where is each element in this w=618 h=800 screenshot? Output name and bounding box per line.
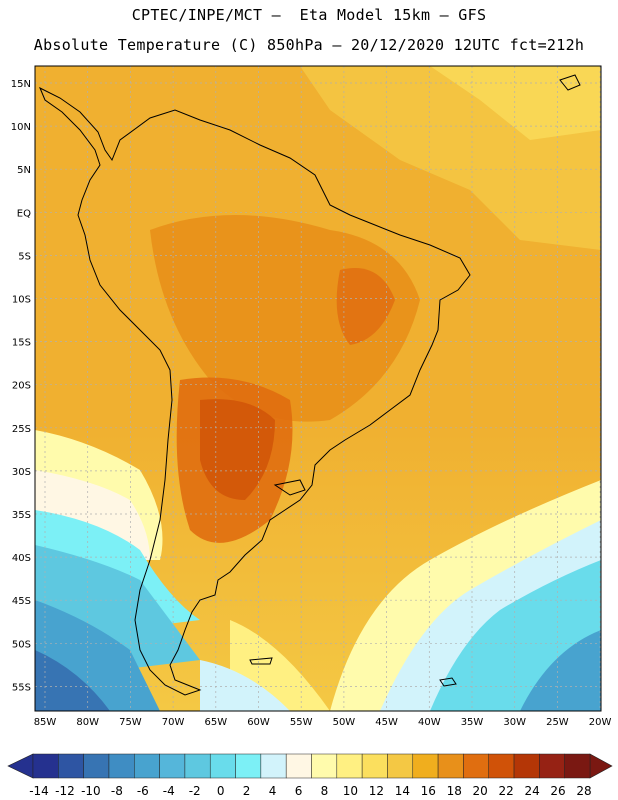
colorbar-label: 20 <box>473 784 488 798</box>
map-title-line2: Absolute Temperature (C) 850hPa – 20/12/… <box>33 36 585 54</box>
colorbar-label: -8 <box>111 784 123 798</box>
lon-tick-label: 85W <box>34 717 57 728</box>
colorbar-label: 12 <box>369 784 384 798</box>
colorbar-swatch <box>361 753 388 779</box>
colorbar-label: 10 <box>343 784 358 798</box>
colorbar-swatch <box>260 753 287 779</box>
colorbar-label: 28 <box>576 784 591 798</box>
colorbar-swatch <box>209 753 236 779</box>
colorbar-swatch <box>184 753 211 779</box>
colorbar-swatch <box>564 753 591 779</box>
continent-outline <box>39 74 581 696</box>
colorbar-swatch <box>134 753 160 779</box>
colorbar-label: 16 <box>421 784 436 798</box>
colorbar-label: 6 <box>295 784 303 798</box>
lat-tick-label: 5S <box>18 251 31 262</box>
colorbar-swatch <box>513 753 540 779</box>
colorbar-label: -2 <box>189 784 201 798</box>
colorbar-label: 14 <box>395 784 410 798</box>
lon-tick-label: 30W <box>503 717 526 728</box>
colorbar-swatch <box>412 753 439 779</box>
colorbar-label: 8 <box>321 784 329 798</box>
colorbar-swatch <box>58 753 84 779</box>
map-title-line1: CPTEC/INPE/MCT – Eta Model 15km – GFS <box>131 6 487 24</box>
lon-tick-label: 80W <box>76 717 99 728</box>
colorbar-swatch <box>32 753 59 779</box>
colorbar-swatch <box>83 753 110 779</box>
lon-tick-label: 25W <box>546 717 569 728</box>
colorbar-swatch <box>539 753 565 779</box>
colorbar-label: 26 <box>550 784 565 798</box>
lon-tick-label: 70W <box>162 717 185 728</box>
lat-tick-label: 40S <box>12 553 31 564</box>
lon-tick-label: 50W <box>333 717 356 728</box>
colorbar-label: -14 <box>29 784 49 798</box>
colorbar-label: 4 <box>269 784 277 798</box>
lat-tick-label: 45S <box>12 596 31 607</box>
colorbar-label: 22 <box>499 784 514 798</box>
lat-tick-label: 10N <box>11 122 31 133</box>
lat-tick-label: 50S <box>12 639 31 650</box>
lat-tick-label: 5N <box>17 165 31 176</box>
colorbar-label: 18 <box>447 784 462 798</box>
lon-tick-label: 65W <box>204 717 227 728</box>
temperature-field <box>35 66 601 711</box>
colorbar-max-arrow <box>589 753 613 779</box>
lat-tick-label: 30S <box>12 467 31 478</box>
colorbar-min-arrow <box>7 753 34 779</box>
colorbar-swatch <box>463 753 489 779</box>
map-frame <box>34 65 602 712</box>
lon-tick-label: 55W <box>290 717 313 728</box>
lon-tick-label: 75W <box>119 717 142 728</box>
lat-tick-label: 15N <box>11 79 31 90</box>
lat-tick-label: 20S <box>12 381 31 392</box>
colorbar-swatch <box>437 753 464 779</box>
lon-tick-label: 45W <box>375 717 398 728</box>
colorbar-swatch <box>108 753 135 779</box>
lon-tick-label: 40W <box>418 717 441 728</box>
lon-tick-label: 35W <box>461 717 484 728</box>
map-gridlines <box>35 66 601 711</box>
colorbar-label: 24 <box>524 784 539 798</box>
lat-tick-label: 15S <box>12 338 31 349</box>
colorbar-label: -6 <box>137 784 149 798</box>
lon-tick-label: 20W <box>589 717 612 728</box>
lat-tick-label: EQ <box>17 208 31 219</box>
lat-tick-label: 10S <box>12 295 31 306</box>
colorbar-swatch <box>159 753 186 779</box>
lat-tick-label: 35S <box>12 510 31 521</box>
colorbar-label: -10 <box>81 784 101 798</box>
lon-tick-label: 60W <box>247 717 270 728</box>
colorbar <box>7 753 613 779</box>
colorbar-swatch <box>235 753 262 779</box>
lat-tick-label: 25S <box>12 424 31 435</box>
colorbar-label: 0 <box>217 784 225 798</box>
colorbar-label: -12 <box>55 784 75 798</box>
colorbar-label: -4 <box>163 784 175 798</box>
colorbar-swatch <box>311 753 338 779</box>
colorbar-swatch <box>285 753 312 779</box>
colorbar-swatch <box>387 753 414 779</box>
colorbar-swatch <box>336 753 363 779</box>
colorbar-label: 2 <box>243 784 251 798</box>
lat-tick-label: 55S <box>12 682 31 693</box>
colorbar-swatch <box>488 753 515 779</box>
